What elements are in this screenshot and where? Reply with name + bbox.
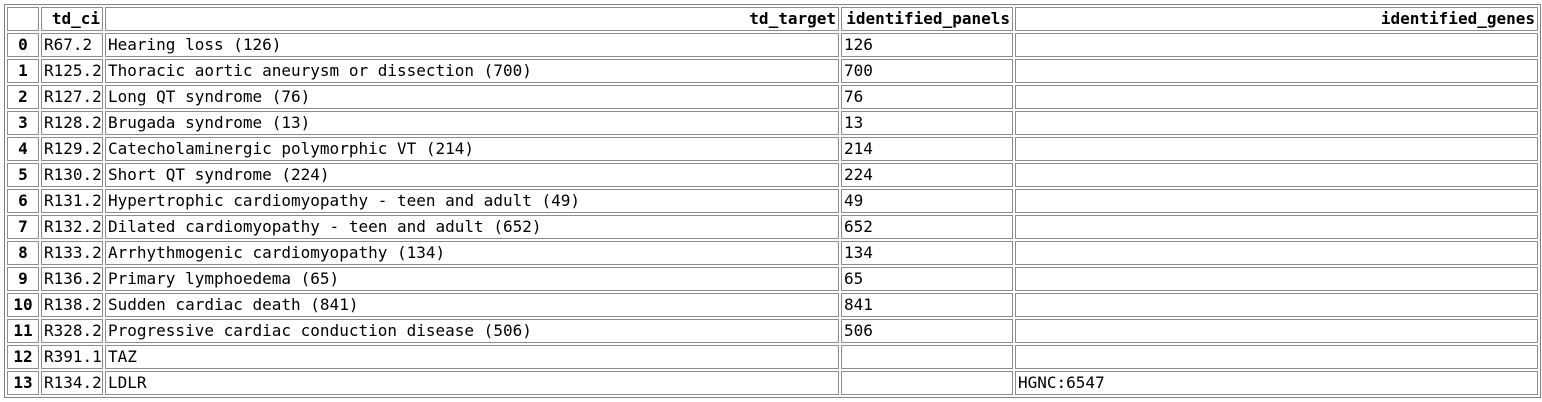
cell-td-target: Long QT syndrome (76) xyxy=(105,85,839,109)
cell-td-target: TAZ xyxy=(105,345,839,369)
table-row: 8 R133.2 Arrhythmogenic cardiomyopathy (13… xyxy=(7,241,1538,265)
table-row: 9 R136.2 Primary lymphoedema (65) 65 xyxy=(7,267,1538,291)
cell-td-ci: R67.2 xyxy=(41,33,103,57)
cell-td-ci: R125.2 xyxy=(41,59,103,83)
table-row: 1 R125.2 Thoracic aortic aneurysm or disse… xyxy=(7,59,1538,83)
row-index: 6 xyxy=(7,189,39,213)
cell-td-ci: R136.2 xyxy=(41,267,103,291)
dataframe-table: td_ci td_target identified_panels identi… xyxy=(4,4,1541,398)
cell-td-target: Dilated cardiomyopathy - teen and adult … xyxy=(105,215,839,239)
row-index: 11 xyxy=(7,319,39,343)
row-index: 9 xyxy=(7,267,39,291)
cell-identified-genes xyxy=(1015,137,1538,161)
cell-td-target: Hypertrophic cardiomyopathy - teen and a… xyxy=(105,189,839,213)
cell-td-target: Catecholaminergic polymorphic VT (214) xyxy=(105,137,839,161)
cell-identified-genes xyxy=(1015,85,1538,109)
cell-identified-genes xyxy=(1015,189,1538,213)
cell-td-ci: R128.2 xyxy=(41,111,103,135)
row-index: 8 xyxy=(7,241,39,265)
cell-td-ci: R130.2 xyxy=(41,163,103,187)
row-index: 1 xyxy=(7,59,39,83)
cell-identified-panels: 841 xyxy=(841,293,1013,317)
table-row: 12 R391.1 TAZ xyxy=(7,345,1538,369)
row-index: 3 xyxy=(7,111,39,135)
cell-identified-genes xyxy=(1015,267,1538,291)
table-row: 10 R138.2 Sudden cardiac death (841) 841 xyxy=(7,293,1538,317)
row-index: 4 xyxy=(7,137,39,161)
cell-identified-panels: 700 xyxy=(841,59,1013,83)
column-header-td-target: td_target xyxy=(105,7,839,31)
cell-td-ci: R328.2 xyxy=(41,319,103,343)
cell-td-target: Arrhythmogenic cardiomyopathy (134) xyxy=(105,241,839,265)
cell-identified-genes xyxy=(1015,33,1538,57)
table-row: 11 R328.2 Progressive cardiac conduction d… xyxy=(7,319,1538,343)
cell-identified-panels: 65 xyxy=(841,267,1013,291)
row-index: 2 xyxy=(7,85,39,109)
table-row: 0 R67.2 Hearing loss (126) 126 xyxy=(7,33,1538,57)
cell-td-target: Hearing loss (126) xyxy=(105,33,839,57)
cell-identified-panels: 506 xyxy=(841,319,1013,343)
cell-identified-panels xyxy=(841,345,1013,369)
cell-identified-panels: 13 xyxy=(841,111,1013,135)
header-row: td_ci td_target identified_panels identi… xyxy=(7,7,1538,31)
row-index: 5 xyxy=(7,163,39,187)
cell-identified-panels: 214 xyxy=(841,137,1013,161)
cell-identified-genes xyxy=(1015,163,1538,187)
row-index: 0 xyxy=(7,33,39,57)
cell-td-target: Short QT syndrome (224) xyxy=(105,163,839,187)
cell-identified-genes xyxy=(1015,293,1538,317)
cell-identified-genes xyxy=(1015,59,1538,83)
cell-td-ci: R134.2 xyxy=(41,371,103,395)
cell-identified-genes xyxy=(1015,215,1538,239)
column-header-td-ci: td_ci xyxy=(41,7,103,31)
cell-identified-panels xyxy=(841,371,1013,395)
cell-td-target: Brugada syndrome (13) xyxy=(105,111,839,135)
table-row: 13 R134.2 LDLR HGNC:6547 xyxy=(7,371,1538,395)
row-index: 7 xyxy=(7,215,39,239)
cell-td-ci: R127.2 xyxy=(41,85,103,109)
cell-td-target: Thoracic aortic aneurysm or dissection (… xyxy=(105,59,839,83)
table-row: 6 R131.2 Hypertrophic cardiomyopathy - tee… xyxy=(7,189,1538,213)
cell-td-ci: R391.1 xyxy=(41,345,103,369)
row-index: 13 xyxy=(7,371,39,395)
cell-td-target: Progressive cardiac conduction disease (… xyxy=(105,319,839,343)
cell-identified-panels: 76 xyxy=(841,85,1013,109)
column-header-identified-panels: identified_panels xyxy=(841,7,1013,31)
cell-identified-panels: 652 xyxy=(841,215,1013,239)
table-body: 0 R67.2 Hearing loss (126) 126 1 R125.2 Thorac… xyxy=(7,33,1538,395)
cell-identified-panels: 224 xyxy=(841,163,1013,187)
cell-td-ci: R133.2 xyxy=(41,241,103,265)
table-row: 3 R128.2 Brugada syndrome (13) 13 xyxy=(7,111,1538,135)
cell-td-ci: R129.2 xyxy=(41,137,103,161)
column-header-index xyxy=(7,7,39,31)
cell-identified-genes xyxy=(1015,241,1538,265)
table-header: td_ci td_target identified_panels identi… xyxy=(7,7,1538,31)
table-row: 7 R132.2 Dilated cardiomyopathy - teen and… xyxy=(7,215,1538,239)
cell-td-ci: R132.2 xyxy=(41,215,103,239)
row-index: 10 xyxy=(7,293,39,317)
cell-td-ci: R131.2 xyxy=(41,189,103,213)
cell-identified-genes xyxy=(1015,345,1538,369)
cell-td-ci: R138.2 xyxy=(41,293,103,317)
cell-td-target: Sudden cardiac death (841) xyxy=(105,293,839,317)
cell-identified-panels: 126 xyxy=(841,33,1013,57)
cell-identified-panels: 49 xyxy=(841,189,1013,213)
cell-identified-panels: 134 xyxy=(841,241,1013,265)
table-row: 4 R129.2 Catecholaminergic polymorphic VT … xyxy=(7,137,1538,161)
cell-identified-genes: HGNC:6547 xyxy=(1015,371,1538,395)
cell-td-target: Primary lymphoedema (65) xyxy=(105,267,839,291)
table-row: 5 R130.2 Short QT syndrome (224) 224 xyxy=(7,163,1538,187)
cell-identified-genes xyxy=(1015,111,1538,135)
cell-td-target: LDLR xyxy=(105,371,839,395)
row-index: 12 xyxy=(7,345,39,369)
table-row: 2 R127.2 Long QT syndrome (76) 76 xyxy=(7,85,1538,109)
column-header-identified-genes: identified_genes xyxy=(1015,7,1538,31)
cell-identified-genes xyxy=(1015,319,1538,343)
